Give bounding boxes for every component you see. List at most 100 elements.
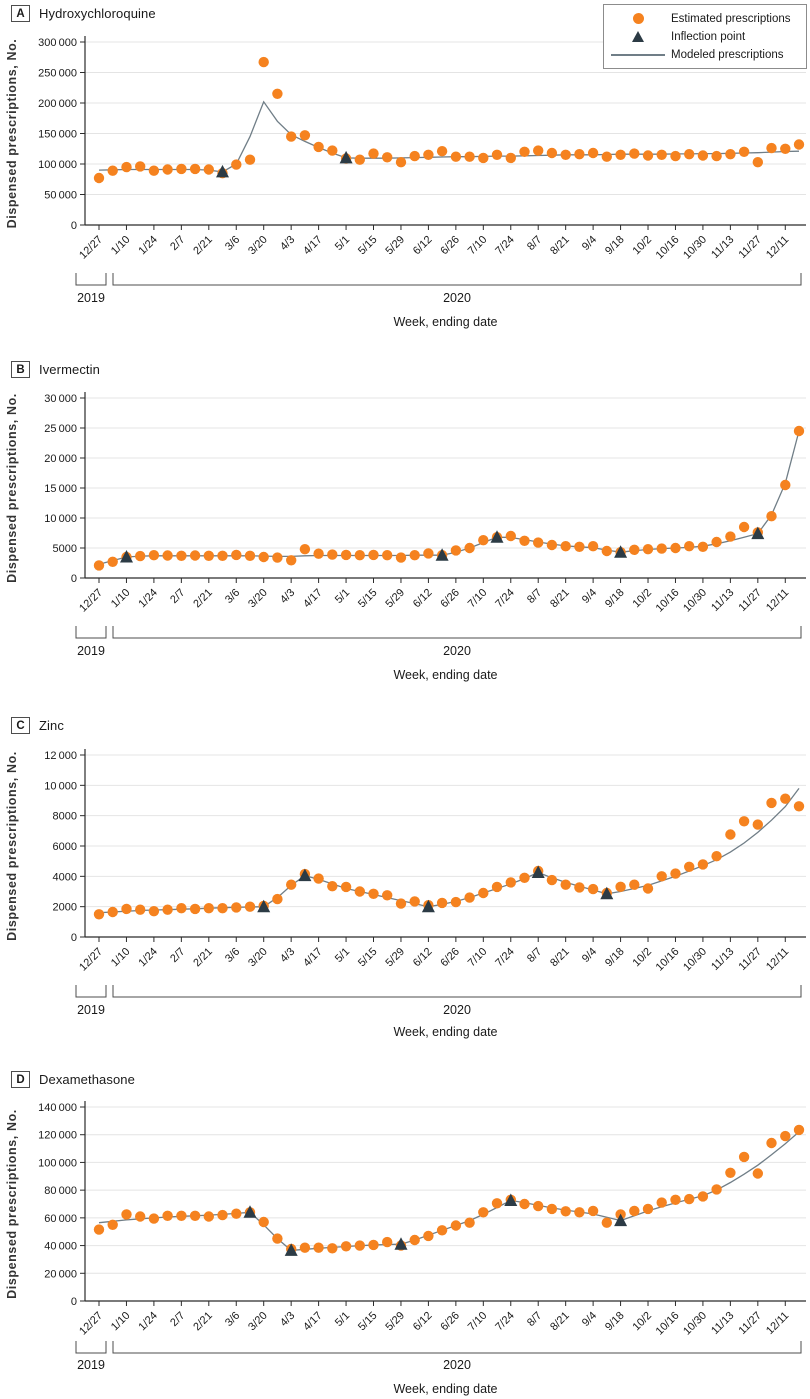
panel-title: C Zinc [11, 717, 64, 734]
data-point-estimated [450, 896, 462, 908]
x-tick-label: 1/24 [136, 234, 160, 258]
x-tick-label: 10/16 [654, 234, 682, 262]
data-point-estimated [574, 1207, 585, 1218]
y-axis-title: Dispensed prescriptions, No. [5, 393, 19, 583]
year-bracket-2019 [75, 626, 107, 639]
data-point-estimated [656, 149, 667, 160]
data-point-estimated [684, 1193, 695, 1205]
data-point-estimated [697, 1191, 709, 1202]
data-point-estimated [423, 149, 434, 160]
x-tick-label: 11/27 [737, 587, 764, 614]
inflection-marker [298, 868, 312, 882]
x-tick-label: 5/29 [383, 234, 407, 258]
data-point-estimated [478, 152, 489, 164]
panel-letter: B [11, 361, 30, 378]
x-tick-label: 9/4 [580, 587, 599, 606]
data-point-estimated [574, 882, 585, 893]
x-tick-label: 5/15 [356, 587, 380, 611]
data-point-estimated [491, 149, 503, 160]
data-point-estimated [286, 555, 297, 566]
data-point-estimated [491, 1198, 503, 1209]
data-point-estimated [738, 146, 750, 157]
y-tick-label: 2000 [53, 902, 77, 914]
data-point-estimated [615, 881, 626, 892]
x-tick-label: 12/11 [764, 1310, 791, 1337]
data-point-estimated [670, 150, 681, 162]
data-point-estimated [327, 881, 338, 892]
data-point-estimated [533, 145, 544, 156]
x-tick-label: 7/24 [493, 234, 517, 258]
x-tick-label: 8/7 [525, 946, 544, 965]
data-point-estimated [313, 873, 324, 884]
data-point-estimated [107, 556, 118, 567]
x-tick-label: 2/7 [168, 587, 187, 606]
x-tick-label: 1/10 [109, 234, 133, 258]
data-point-estimated [176, 1210, 187, 1221]
data-point-estimated [327, 1243, 338, 1254]
data-point-estimated [258, 56, 269, 68]
data-point-estimated [203, 1211, 214, 1222]
x-tick-label: 4/17 [301, 587, 325, 611]
data-point-estimated [121, 161, 132, 173]
panel-title: B Ivermectin [11, 361, 100, 378]
inflection-marker [394, 1237, 408, 1250]
x-tick-label: 12/11 [764, 946, 791, 973]
x-tick-label: 5/29 [383, 946, 407, 970]
data-point-estimated [725, 1167, 736, 1178]
inflection-marker [257, 899, 271, 913]
data-point-estimated [560, 149, 571, 160]
x-tick-label: 10/30 [681, 234, 709, 262]
data-point-estimated [587, 147, 599, 159]
data-point-estimated [93, 909, 105, 920]
data-point-estimated [135, 161, 146, 172]
x-tick-label: 1/10 [109, 946, 133, 970]
data-point-estimated [231, 1208, 242, 1219]
x-tick-label: 2/7 [168, 1310, 187, 1329]
x-tick-label: 3/6 [223, 587, 242, 606]
x-tick-label: 10/16 [654, 1310, 682, 1338]
data-point-estimated [629, 879, 640, 890]
y-tick-label: 100 000 [38, 1157, 77, 1169]
panel-title: D Dexamethasone [11, 1071, 135, 1088]
inflection-marker [600, 886, 614, 900]
x-tick-label: 11/13 [709, 587, 736, 614]
data-point-estimated [629, 544, 640, 555]
x-tick-label: 4/3 [278, 946, 297, 965]
data-point-estimated [752, 1168, 763, 1179]
x-axis-title: Week, ending date [393, 315, 497, 329]
y-tick-label: 4000 [53, 871, 77, 883]
x-tick-label: 10/2 [631, 234, 655, 258]
x-tick-label: 11/27 [737, 1310, 764, 1337]
year-label-2019: 2019 [77, 1358, 105, 1372]
data-point-estimated [587, 541, 599, 552]
x-tick-label: 10/30 [681, 587, 709, 615]
panel-title: A Hydroxychloroquine [11, 5, 156, 22]
data-point-estimated [162, 164, 173, 175]
data-point-estimated [738, 816, 750, 827]
data-point-estimated [560, 879, 571, 890]
modeled-line [98, 1131, 800, 1252]
data-point-estimated [738, 521, 750, 533]
x-tick-label: 9/4 [580, 946, 599, 965]
x-tick-label: 12/27 [77, 946, 105, 974]
y-axis-title: Dispensed prescriptions, No. [5, 1109, 19, 1299]
data-point-estimated [519, 872, 530, 883]
data-point-estimated [519, 146, 530, 157]
data-point-estimated [121, 1209, 132, 1220]
data-point-estimated [203, 164, 214, 175]
inflection-marker [614, 1213, 628, 1227]
year-bracket-2020 [112, 273, 802, 286]
inflection-marker [421, 899, 435, 913]
data-point-estimated [450, 151, 462, 162]
data-point-estimated [231, 159, 242, 170]
data-point-estimated [189, 163, 201, 175]
y-tick-label: 300 000 [38, 37, 77, 49]
data-point-estimated [752, 157, 763, 168]
x-tick-label: 6/26 [438, 946, 462, 970]
data-point-estimated [244, 154, 256, 165]
x-axis-title: Week, ending date [393, 1025, 497, 1039]
data-point-estimated [560, 541, 571, 552]
data-point-estimated [574, 149, 585, 160]
data-point-estimated [272, 552, 283, 563]
inflection-marker [339, 150, 353, 164]
